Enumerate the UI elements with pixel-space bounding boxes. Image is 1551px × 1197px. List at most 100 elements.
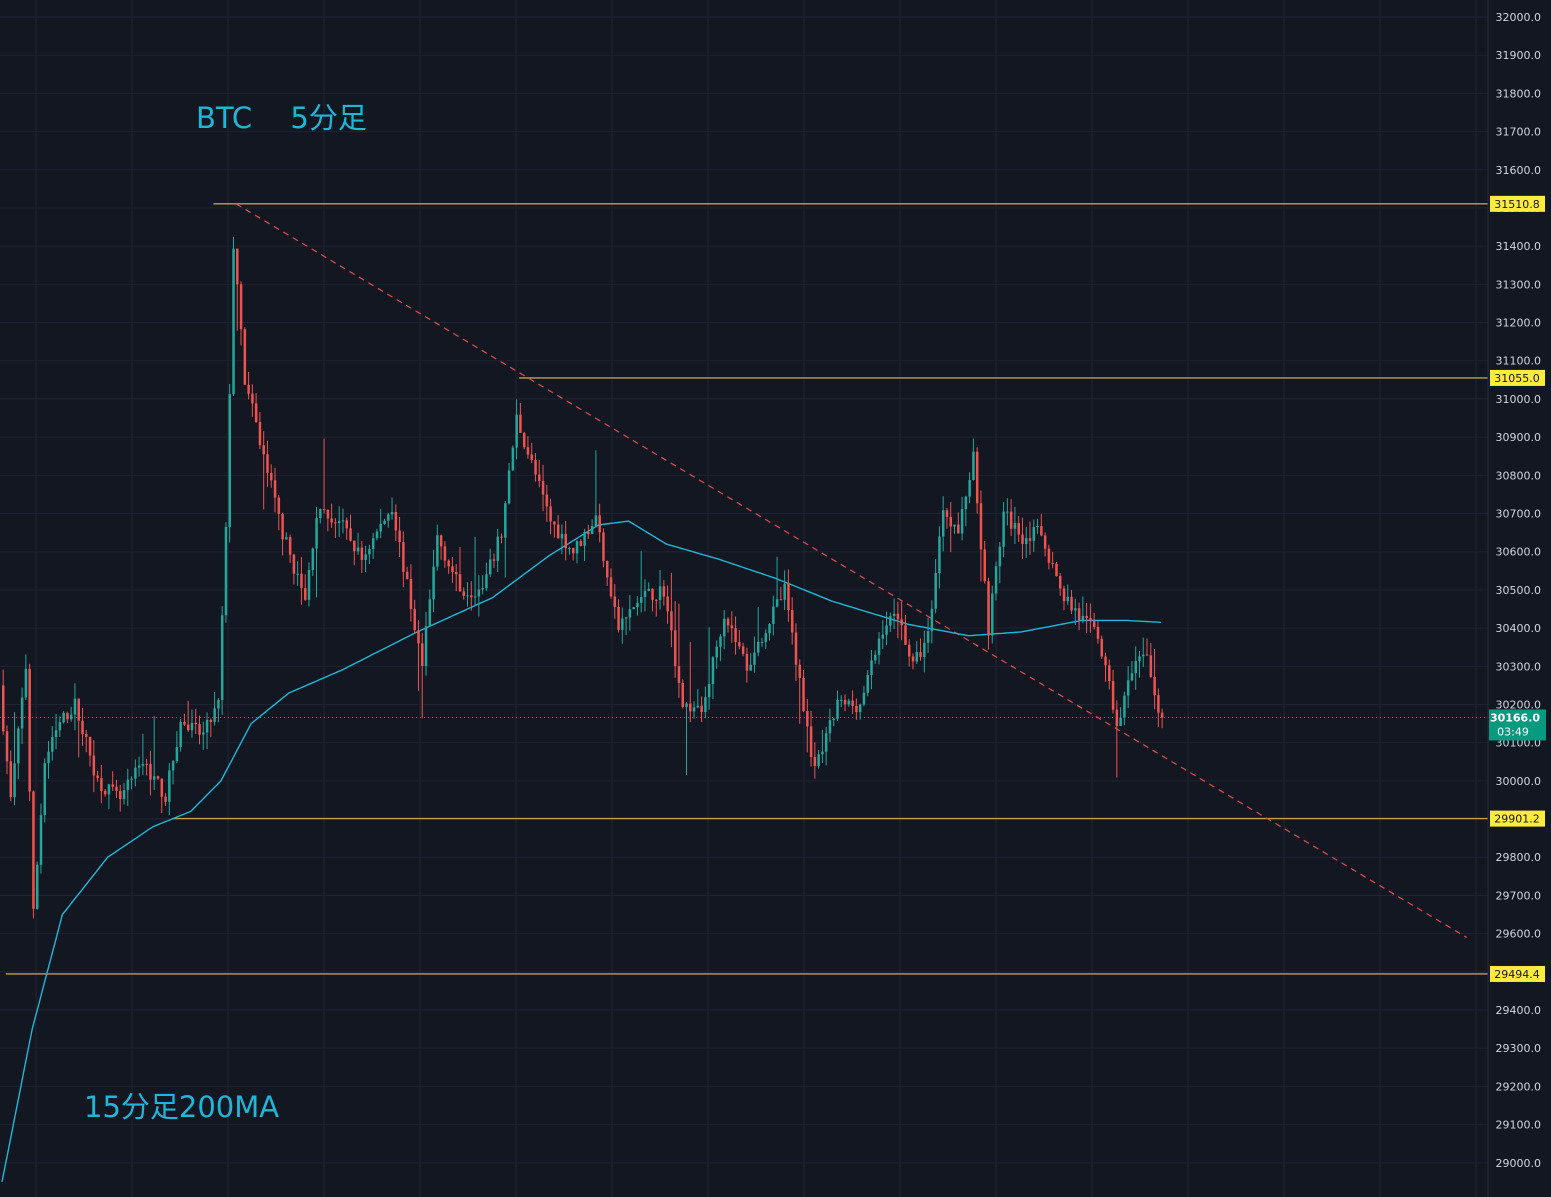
candle bbox=[632, 606, 635, 610]
candle-body bbox=[719, 636, 722, 647]
candle-body bbox=[643, 590, 647, 598]
candle bbox=[530, 442, 533, 464]
candle-body bbox=[813, 757, 817, 766]
candle bbox=[1055, 562, 1058, 577]
price-tick-label: 30400.0 bbox=[1496, 622, 1542, 635]
candle bbox=[164, 793, 167, 806]
candle bbox=[1062, 585, 1066, 611]
candle bbox=[32, 790, 35, 919]
candle bbox=[69, 706, 73, 722]
price-axis[interactable]: 29000.029100.029200.029300.029400.029500… bbox=[1487, 0, 1551, 1197]
candle-body bbox=[564, 533, 567, 549]
candle-body bbox=[779, 599, 783, 601]
candle bbox=[496, 528, 500, 573]
candle bbox=[1021, 517, 1024, 559]
candle bbox=[1043, 532, 1047, 557]
candle bbox=[1153, 648, 1156, 710]
candle-body bbox=[383, 520, 386, 524]
candle bbox=[205, 712, 209, 749]
chart-title: BTC 5分足 bbox=[196, 101, 367, 135]
candle-body bbox=[1085, 615, 1088, 619]
candle bbox=[371, 532, 375, 559]
candle-body bbox=[549, 506, 552, 522]
candle-body bbox=[292, 554, 296, 574]
price-tick-label: 29400.0 bbox=[1496, 1004, 1542, 1017]
candle-body bbox=[1134, 660, 1137, 674]
candle bbox=[330, 503, 333, 528]
candle-body bbox=[896, 613, 900, 620]
candle-body bbox=[428, 599, 432, 627]
candle bbox=[1077, 602, 1081, 631]
candle-body bbox=[851, 700, 854, 706]
candle bbox=[24, 654, 28, 701]
candle bbox=[156, 775, 160, 780]
candle-body bbox=[904, 625, 907, 645]
candle-body bbox=[662, 586, 666, 597]
price-tick-label: 29200.0 bbox=[1496, 1080, 1542, 1093]
candle-body bbox=[470, 595, 473, 598]
price-tick-label: 30800.0 bbox=[1496, 469, 1542, 482]
candle bbox=[28, 663, 31, 802]
candle bbox=[507, 462, 511, 505]
candle bbox=[957, 512, 960, 534]
candle-body bbox=[655, 599, 658, 601]
candle bbox=[658, 570, 662, 610]
candle bbox=[553, 521, 556, 538]
candle bbox=[908, 639, 911, 667]
candle bbox=[568, 546, 571, 555]
candle bbox=[1108, 659, 1111, 690]
candle-body bbox=[587, 532, 590, 535]
level-label: 31510.8 bbox=[1494, 198, 1540, 211]
candle bbox=[209, 718, 213, 738]
candle bbox=[134, 759, 137, 787]
candle-body bbox=[1013, 523, 1017, 529]
candle-body bbox=[1070, 596, 1073, 611]
candle-body bbox=[828, 720, 832, 734]
candle-body bbox=[949, 516, 953, 527]
candle-body bbox=[1108, 665, 1111, 682]
price-tick-label: 30700.0 bbox=[1496, 508, 1542, 521]
candle-body bbox=[62, 713, 65, 723]
candle-body bbox=[855, 705, 858, 713]
candle-body bbox=[930, 608, 934, 632]
candle bbox=[621, 607, 624, 644]
candle bbox=[522, 431, 526, 450]
candle-body bbox=[311, 548, 315, 570]
candle-body bbox=[315, 518, 318, 549]
candle-body bbox=[817, 754, 820, 766]
candle-body bbox=[968, 480, 971, 497]
candle bbox=[881, 620, 885, 650]
candle-body bbox=[439, 535, 443, 547]
candle bbox=[349, 514, 352, 542]
candle-body bbox=[1138, 656, 1141, 661]
candle-body bbox=[892, 613, 896, 616]
candle bbox=[266, 440, 269, 487]
candle-body bbox=[1142, 654, 1145, 657]
candle-body bbox=[609, 577, 613, 597]
candle-body bbox=[141, 763, 145, 766]
candle-body bbox=[96, 775, 99, 779]
candle bbox=[945, 508, 949, 529]
candle-body bbox=[938, 536, 941, 574]
candle bbox=[975, 447, 979, 514]
price-tick-label: 31900.0 bbox=[1496, 49, 1542, 62]
candle bbox=[1104, 652, 1107, 682]
candle-body bbox=[1017, 523, 1020, 535]
candle-body bbox=[9, 761, 13, 798]
candle-body bbox=[806, 711, 809, 727]
candle-body bbox=[390, 511, 394, 515]
candle-body bbox=[1149, 655, 1153, 678]
candle-body bbox=[704, 697, 707, 713]
candle-body bbox=[692, 707, 696, 712]
candle-body bbox=[802, 677, 805, 712]
candle-body bbox=[983, 549, 986, 582]
candle bbox=[364, 545, 367, 573]
candle-body bbox=[504, 503, 507, 538]
candle bbox=[930, 600, 934, 644]
candle-body bbox=[677, 666, 681, 683]
candle bbox=[779, 586, 783, 601]
price-tick-label: 30900.0 bbox=[1496, 431, 1542, 444]
candle-body bbox=[1089, 618, 1092, 622]
candle-body bbox=[598, 515, 601, 533]
